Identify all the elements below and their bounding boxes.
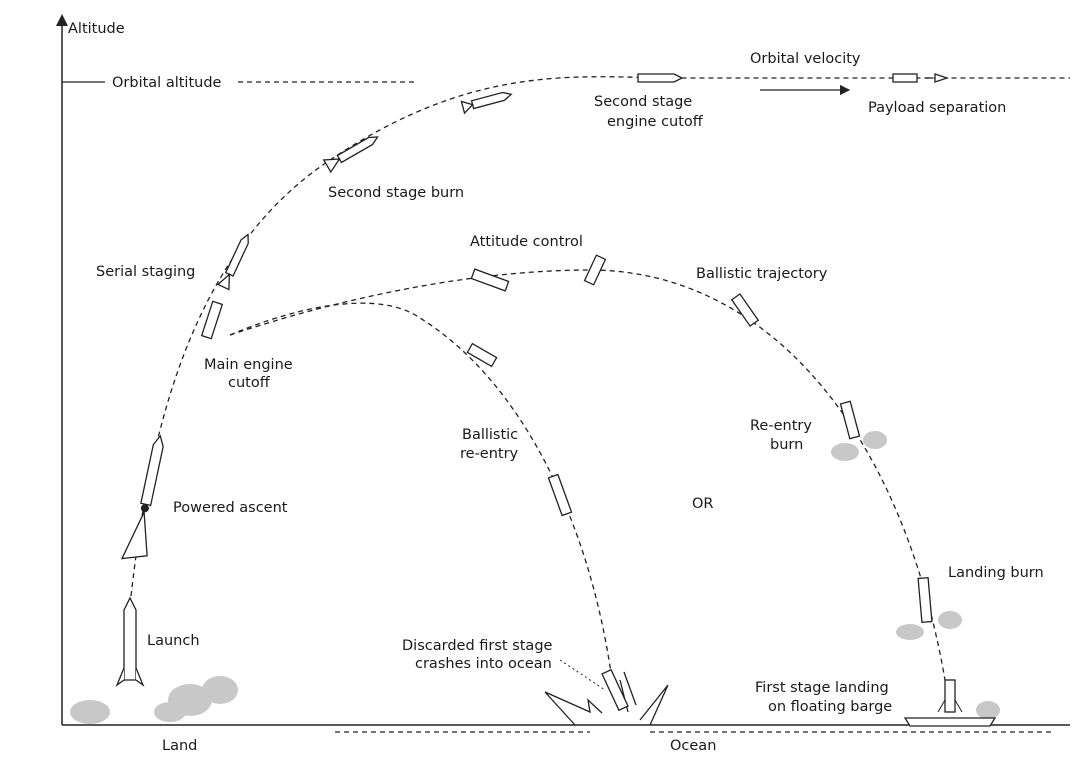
payload-separation-icon — [892, 73, 950, 83]
land-label: Land — [162, 738, 197, 754]
booster-ballistic-icon — [730, 293, 760, 327]
ascent-trajectory — [129, 76, 1070, 606]
rocket-upper-stage-icon — [460, 91, 513, 115]
crashed-stage-icon — [601, 668, 629, 712]
discarded-stage-fall-1-icon — [466, 342, 498, 368]
booster-reentry-icon — [839, 400, 861, 440]
orbital-velocity-label: Orbital velocity — [750, 51, 861, 67]
rocket-cutoff-icon — [637, 73, 684, 83]
ocean-label: Ocean — [670, 738, 716, 754]
reentry-burn-label-1: Re-entry — [750, 418, 812, 434]
second-stage-burn-label: Second stage burn — [328, 185, 464, 201]
main-engine-cutoff-label-2: cutoff — [228, 375, 271, 391]
or-label: OR — [692, 496, 714, 512]
launch-smoke — [70, 676, 238, 724]
discarded-stage-label-1: Discarded first stage — [402, 638, 553, 654]
main-engine-cutoff-label-1: Main engine — [204, 357, 293, 373]
landing-smoke — [896, 611, 962, 640]
barge-landing-label-2: on floating barge — [768, 699, 892, 715]
rocket-second-stage-burn-icon — [322, 136, 379, 174]
ballistic-reentry-trajectory — [229, 302, 613, 681]
rocket-powered-ascent-icon — [120, 434, 164, 560]
ballistic-reentry-label-1: Ballistic — [462, 427, 518, 443]
altitude-axis-label: Altitude — [68, 21, 125, 37]
booster-attitude-1-icon — [470, 268, 510, 292]
reentry-smoke — [831, 431, 887, 461]
discarded-stage-label-2: crashes into ocean — [415, 656, 552, 672]
launch-label: Launch — [147, 633, 200, 649]
second-stage-cutoff-label-1: Second stage — [594, 94, 692, 110]
barge-smoke — [976, 701, 1000, 719]
rocket-second-stage-icon — [216, 233, 249, 291]
orbital-altitude-label: Orbital altitude — [112, 75, 222, 91]
booster-landing-icon — [917, 576, 933, 624]
rocket-launch-icon — [115, 596, 145, 687]
powered-ascent-label: Powered ascent — [173, 500, 288, 516]
attitude-control-label: Attitude control — [470, 234, 583, 250]
floating-barge-icon — [903, 679, 997, 727]
crash-pointer — [559, 659, 606, 691]
reentry-burn-label-2: burn — [770, 437, 803, 453]
serial-staging-label: Serial staging — [96, 264, 195, 280]
booster-return-trajectory — [229, 269, 946, 681]
ballistic-trajectory-label: Ballistic trajectory — [696, 266, 828, 282]
discarded-stage-fall-2-icon — [547, 473, 573, 517]
booster-attitude-2-icon — [583, 254, 607, 286]
second-stage-cutoff-label-2: engine cutoff — [607, 114, 704, 130]
barge-landing-label-1: First stage landing — [755, 680, 889, 696]
landing-burn-label: Landing burn — [948, 565, 1044, 581]
ballistic-reentry-label-2: re-entry — [460, 446, 519, 462]
payload-separation-label: Payload separation — [868, 100, 1006, 116]
rocket-first-stage-icon — [200, 300, 224, 340]
